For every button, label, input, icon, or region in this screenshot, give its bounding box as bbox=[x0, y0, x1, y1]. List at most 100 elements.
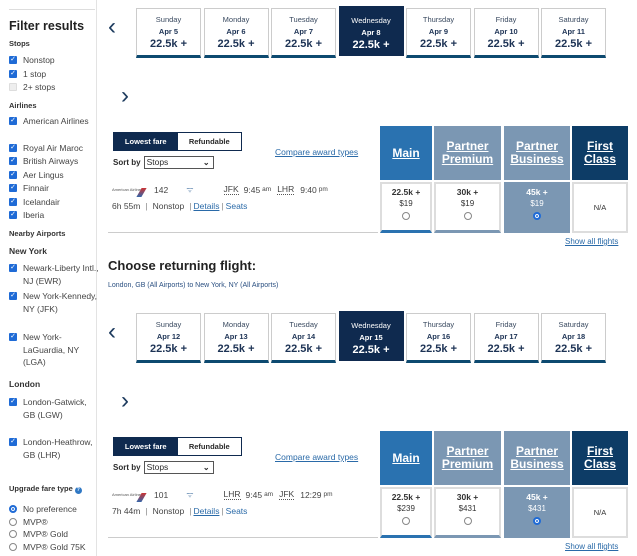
destination-airport[interactable]: JFK bbox=[279, 489, 295, 500]
compare-award-types-link[interactable]: Compare award types bbox=[275, 452, 359, 462]
filter-checkbox[interactable]: ✓ London-Gatwick, GB (LGW) bbox=[9, 396, 99, 421]
flight-info: American Airlines 101 ᯤ LHR 9:45 am JFK 12:29 pm bbox=[112, 489, 333, 500]
upgrade-radio[interactable]: MVP® Gold 75K bbox=[9, 542, 85, 552]
origin-airport[interactable]: LHR bbox=[223, 489, 241, 500]
sort-label: Sort by bbox=[113, 463, 141, 472]
filter-checkbox[interactable]: ✓ New York-LaGuardia, NY (LGA) bbox=[9, 331, 99, 369]
seats-link[interactable]: Seats bbox=[225, 506, 248, 516]
filter-checkbox[interactable]: ✓ Finnair bbox=[9, 182, 99, 195]
filter-checkbox[interactable]: ✓ Nonstop bbox=[9, 54, 99, 67]
filter-checkbox[interactable]: 2+ stops bbox=[9, 81, 99, 94]
lowest-fare-tab[interactable]: Lowest fare bbox=[114, 438, 178, 455]
fare-header[interactable]: Partner Premium bbox=[434, 126, 501, 180]
date-card[interactable]: Wednesday Apr 8 22.5k + bbox=[338, 6, 404, 56]
seats-link[interactable]: Seats bbox=[225, 201, 248, 211]
date-card[interactable]: Friday Apr 10 22.5k + bbox=[473, 8, 539, 58]
divider bbox=[9, 9, 95, 10]
sort-select[interactable]: Stops ⌄ bbox=[143, 156, 214, 169]
origin-airport[interactable]: JFK bbox=[223, 184, 239, 195]
show-all-flights-link[interactable]: Show all flights bbox=[565, 542, 619, 551]
refundable-tab[interactable]: Refundable bbox=[188, 442, 230, 451]
lowest-fare-tab[interactable]: Lowest fare bbox=[114, 133, 178, 150]
date-card[interactable]: Tuesday Apr 14 22.5k + bbox=[271, 313, 336, 363]
date-card[interactable]: Friday Apr 17 22.5k + bbox=[473, 313, 539, 363]
date-card[interactable]: Tuesday Apr 7 22.5k + bbox=[271, 8, 336, 58]
next-dates-arrow-icon[interactable]: › bbox=[121, 387, 129, 414]
filter-checkbox[interactable]: ✓ London-Heathrow, GB (LHR) bbox=[9, 436, 99, 461]
filter-checkbox[interactable]: ✓ 1 stop bbox=[9, 68, 99, 81]
date-card[interactable]: Saturday Apr 11 22.5k + bbox=[541, 8, 606, 58]
fare-cell[interactable]: 30k + $431 bbox=[434, 487, 501, 538]
date-price: 22.5k + bbox=[217, 343, 255, 355]
filter-checkbox[interactable]: ✓ New York-Kennedy, NY (JFK) bbox=[9, 290, 99, 315]
upgrade-radio[interactable]: MVP® Gold bbox=[9, 529, 68, 539]
date-price: 22.5k + bbox=[487, 38, 525, 50]
fare-header[interactable]: Partner Premium bbox=[434, 431, 501, 485]
date-card[interactable]: Sunday Apr 12 22.5k + bbox=[136, 313, 201, 363]
fare-cell[interactable]: 22.5k + $239 bbox=[380, 487, 432, 538]
fare-header[interactable]: Main bbox=[380, 126, 432, 180]
separator: | bbox=[145, 201, 148, 211]
checkbox-label: Newark-Liberty Intl., NJ (EWR) bbox=[23, 263, 99, 286]
airline-logo: American Airlines bbox=[112, 186, 143, 192]
separator: | bbox=[189, 506, 192, 516]
date-card[interactable]: Monday Apr 6 22.5k + bbox=[203, 8, 269, 58]
radio-selected-icon[interactable] bbox=[533, 517, 541, 525]
radio-selected-icon[interactable] bbox=[533, 212, 541, 220]
fare-header[interactable]: Partner Business bbox=[504, 126, 570, 180]
fare-cell: N/A bbox=[572, 487, 628, 538]
filter-checkbox[interactable]: ✓ British Airways bbox=[9, 155, 99, 168]
date-card[interactable]: Monday Apr 13 22.5k + bbox=[203, 313, 269, 363]
fare-cell[interactable]: 30k + $19 bbox=[434, 182, 501, 233]
flight-number: 142 bbox=[154, 184, 169, 195]
prev-dates-arrow-icon[interactable]: ‹ bbox=[108, 13, 116, 40]
filter-checkbox[interactable]: ✓ Iberia bbox=[9, 209, 99, 222]
returning-route: London, GB (All Airports) to New York, N… bbox=[108, 282, 279, 289]
compare-award-types-link[interactable]: Compare award types bbox=[275, 147, 359, 157]
prev-dates-arrow-icon[interactable]: ‹ bbox=[108, 318, 116, 345]
fare-header[interactable]: First Class bbox=[572, 126, 628, 180]
radio-icon[interactable] bbox=[463, 517, 472, 525]
fare-usd: $239 bbox=[397, 504, 415, 513]
sort-select[interactable]: Stops ⌄ bbox=[143, 461, 214, 474]
destination-airport[interactable]: LHR bbox=[277, 184, 295, 195]
checkbox-checked-icon: ✓ bbox=[9, 184, 17, 192]
fare-cell[interactable]: 45k + $431 bbox=[504, 487, 570, 538]
date-card[interactable]: Wednesday Apr 15 22.5k + bbox=[338, 311, 404, 361]
fare-cell[interactable]: 45k + $19 bbox=[504, 182, 570, 233]
radio-icon[interactable] bbox=[463, 212, 472, 220]
date-card[interactable]: Thursday Apr 16 22.5k + bbox=[406, 313, 471, 363]
date-date: Apr 15 bbox=[359, 333, 383, 342]
filter-checkbox[interactable]: ✓ Aer Lingus bbox=[9, 169, 99, 182]
filter-checkbox[interactable]: ✓ Newark-Liberty Intl., NJ (EWR) bbox=[9, 262, 99, 287]
date-strip: Sunday Apr 5 22.5k + Monday Apr 6 22.5k + Tues… bbox=[136, 6, 608, 60]
date-day: Thursday bbox=[422, 15, 455, 24]
details-link[interactable]: Details bbox=[193, 201, 220, 211]
radio-icon[interactable] bbox=[402, 517, 410, 525]
fare-header[interactable]: Partner Business bbox=[504, 431, 570, 485]
checkbox-label: New York-LaGuardia, NY (LGA) bbox=[23, 332, 80, 367]
filter-title: Filter results bbox=[9, 19, 85, 33]
fare-usd: $431 bbox=[458, 504, 477, 513]
upgrade-radio[interactable]: No preference bbox=[9, 504, 77, 514]
show-all-flights-link[interactable]: Show all flights bbox=[565, 237, 619, 246]
date-day: Saturday bbox=[558, 320, 589, 329]
date-card[interactable]: Sunday Apr 5 22.5k + bbox=[136, 8, 201, 58]
date-day: Wednesday bbox=[351, 16, 391, 25]
next-dates-arrow-icon[interactable]: › bbox=[121, 82, 129, 109]
fare-cell[interactable]: 22.5k + $19 bbox=[380, 182, 432, 233]
date-date: Apr 7 bbox=[293, 27, 314, 36]
help-icon[interactable]: ? bbox=[74, 487, 82, 494]
radio-icon[interactable] bbox=[402, 212, 410, 220]
date-card[interactable]: Thursday Apr 9 22.5k + bbox=[406, 8, 471, 58]
upgrade-radio[interactable]: MVP® bbox=[9, 517, 48, 527]
filter-checkbox[interactable]: ✓ Icelandair bbox=[9, 196, 99, 209]
details-link[interactable]: Details bbox=[193, 506, 220, 516]
chevron-down-icon: ⌄ bbox=[202, 158, 210, 167]
date-card[interactable]: Saturday Apr 18 22.5k + bbox=[541, 313, 606, 363]
fare-header[interactable]: First Class bbox=[572, 431, 628, 485]
refundable-tab[interactable]: Refundable bbox=[188, 137, 230, 146]
filter-checkbox[interactable]: ✓ American Airlines bbox=[9, 115, 99, 128]
filter-checkbox[interactable]: ✓ Royal Air Maroc bbox=[9, 142, 99, 155]
fare-header[interactable]: Main bbox=[380, 431, 432, 485]
